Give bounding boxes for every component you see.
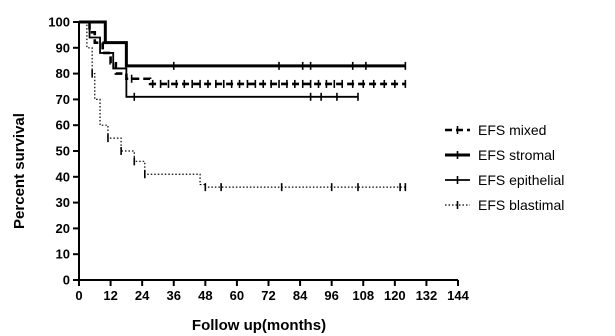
y-tick-label: 20 (56, 221, 70, 236)
x-tick-label: 108 (352, 288, 374, 303)
x-tick-label: 120 (384, 288, 406, 303)
x-tick-label: 12 (103, 288, 117, 303)
survival-curve (79, 21, 406, 188)
x-tick-label: 48 (198, 288, 212, 303)
legend: EFS mixed EFS stromal EFS epithelial EFS bl… (445, 122, 564, 213)
series-efs-blastimal (79, 21, 407, 192)
x-tick-label: 72 (261, 288, 275, 303)
y-axis: 0 10 20 30 40 50 60 70 80 90 100 (48, 15, 80, 288)
legend-label: EFS epithelial (478, 172, 564, 188)
legend-label: EFS mixed (478, 122, 546, 138)
series-efs-stromal (79, 20, 407, 70)
x-tick-label: 144 (447, 288, 469, 303)
y-tick-label: 10 (56, 247, 70, 262)
y-tick-label: 80 (56, 66, 70, 81)
legend-item: EFS mixed (445, 122, 546, 138)
legend-label: EFS stromal (478, 147, 555, 163)
series-efs-mixed (79, 20, 407, 88)
legend-item: EFS stromal (445, 147, 555, 163)
x-tick-label: 60 (230, 288, 244, 303)
y-tick-label: 70 (56, 92, 70, 107)
y-tick-label: 50 (56, 144, 70, 159)
legend-item: EFS epithelial (445, 172, 564, 188)
x-tick-label: 132 (416, 288, 438, 303)
y-tick-label: 0 (63, 273, 70, 288)
legend-item: EFS blastimal (445, 197, 564, 213)
x-axis: 0 12 24 36 48 60 72 84 96 108 120 132 144 (75, 279, 470, 303)
x-tick-label: 96 (324, 288, 338, 303)
plot-series (79, 20, 407, 192)
y-tick-label: 100 (48, 15, 70, 30)
legend-label: EFS blastimal (478, 197, 564, 213)
x-tick-label: 84 (293, 288, 308, 303)
survival-curve (79, 20, 406, 86)
survival-curve (79, 20, 406, 68)
x-axis-title: Follow up(months) (192, 317, 326, 334)
x-tick-label: 0 (75, 288, 82, 303)
y-tick-label: 30 (56, 195, 70, 210)
y-axis-title: Percent survival (11, 113, 28, 229)
y-tick-label: 60 (56, 118, 70, 133)
y-tick-label: 40 (56, 169, 70, 184)
survival-curve (79, 21, 358, 98)
x-tick-label: 24 (135, 288, 150, 303)
x-tick-label: 36 (167, 288, 181, 303)
y-tick-label: 90 (56, 40, 70, 55)
series-efs-epithelial (79, 21, 359, 101)
